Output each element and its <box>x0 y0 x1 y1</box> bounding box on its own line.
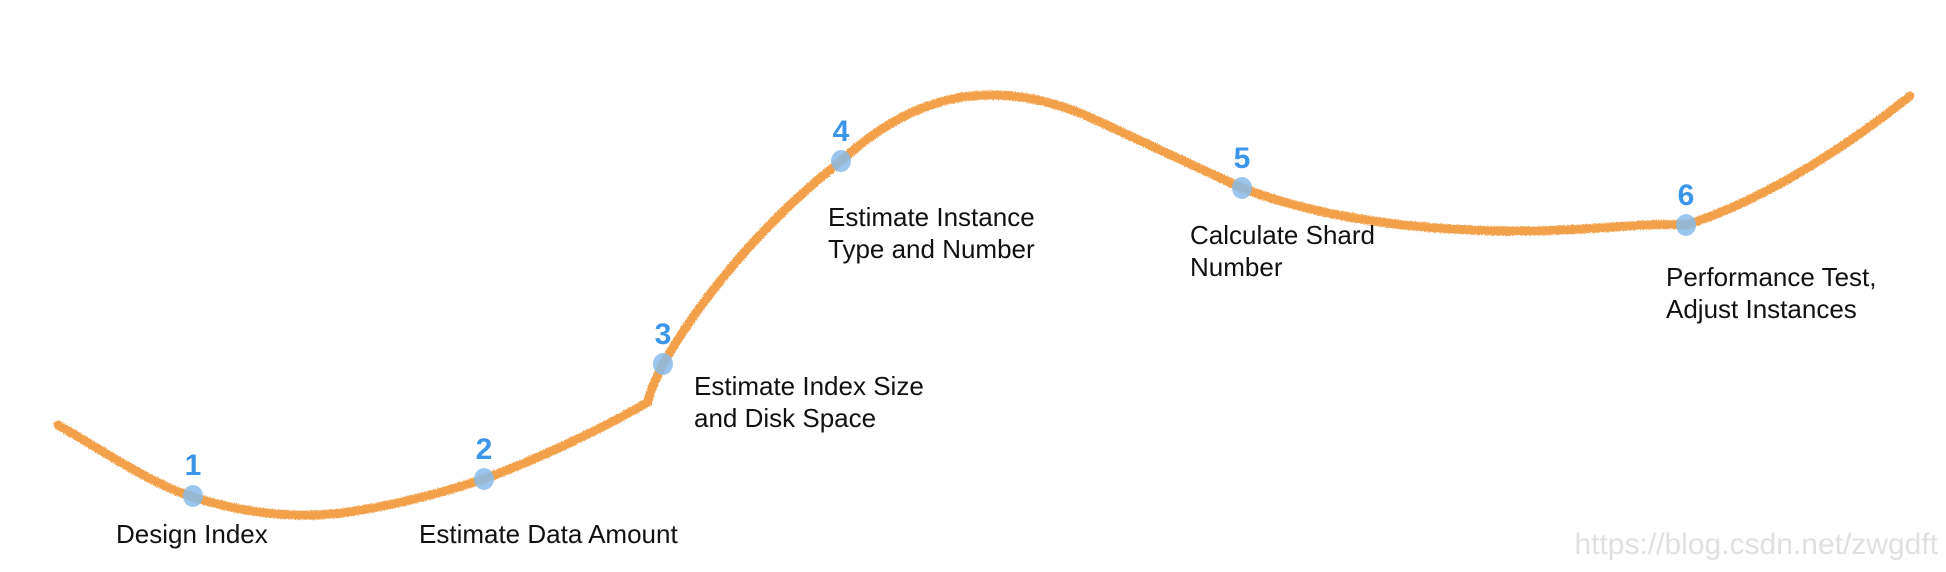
step-1-number: 1 <box>185 449 202 482</box>
step-3-marker <box>653 353 673 375</box>
step-2-number: 2 <box>476 433 493 466</box>
step-5-label: Calculate Shard Number <box>1190 219 1375 283</box>
step-4-label-line: Estimate Instance <box>828 202 1035 232</box>
step-5-marker <box>1232 177 1252 199</box>
step-5-number: 5 <box>1234 142 1251 175</box>
step-2-label-line: Estimate Data Amount <box>419 519 678 549</box>
step-6-marker <box>1676 214 1696 236</box>
step-6-label-line: Adjust Instances <box>1666 294 1857 324</box>
step-2-label: Estimate Data Amount <box>419 518 678 550</box>
step-3-number: 3 <box>655 318 672 351</box>
step-6-label: Performance Test, Adjust Instances <box>1666 261 1877 325</box>
step-1-label-line: Design Index <box>116 519 268 549</box>
step-5-label-line: Number <box>1190 252 1283 282</box>
step-2-marker <box>474 468 494 490</box>
watermark-url: https://blog.csdn.net/zwgdft <box>1574 528 1938 561</box>
step-3-label-line: Estimate Index Size <box>694 371 924 401</box>
step-6-number: 6 <box>1678 179 1695 212</box>
step-6-label-line: Performance Test, <box>1666 262 1877 292</box>
step-4-number: 4 <box>833 115 850 148</box>
step-4-marker <box>831 150 851 172</box>
process-curve <box>53 90 1915 520</box>
step-3-label-line: and Disk Space <box>694 403 877 433</box>
step-4-label: Estimate Instance Type and Number <box>828 201 1035 265</box>
step-4-label-line: Type and Number <box>828 234 1035 264</box>
step-1-label: Design Index <box>116 518 268 550</box>
step-5-label-line: Calculate Shard <box>1190 220 1375 250</box>
step-1-marker <box>183 485 203 507</box>
step-3-label: Estimate Index Size and Disk Space <box>694 370 924 434</box>
